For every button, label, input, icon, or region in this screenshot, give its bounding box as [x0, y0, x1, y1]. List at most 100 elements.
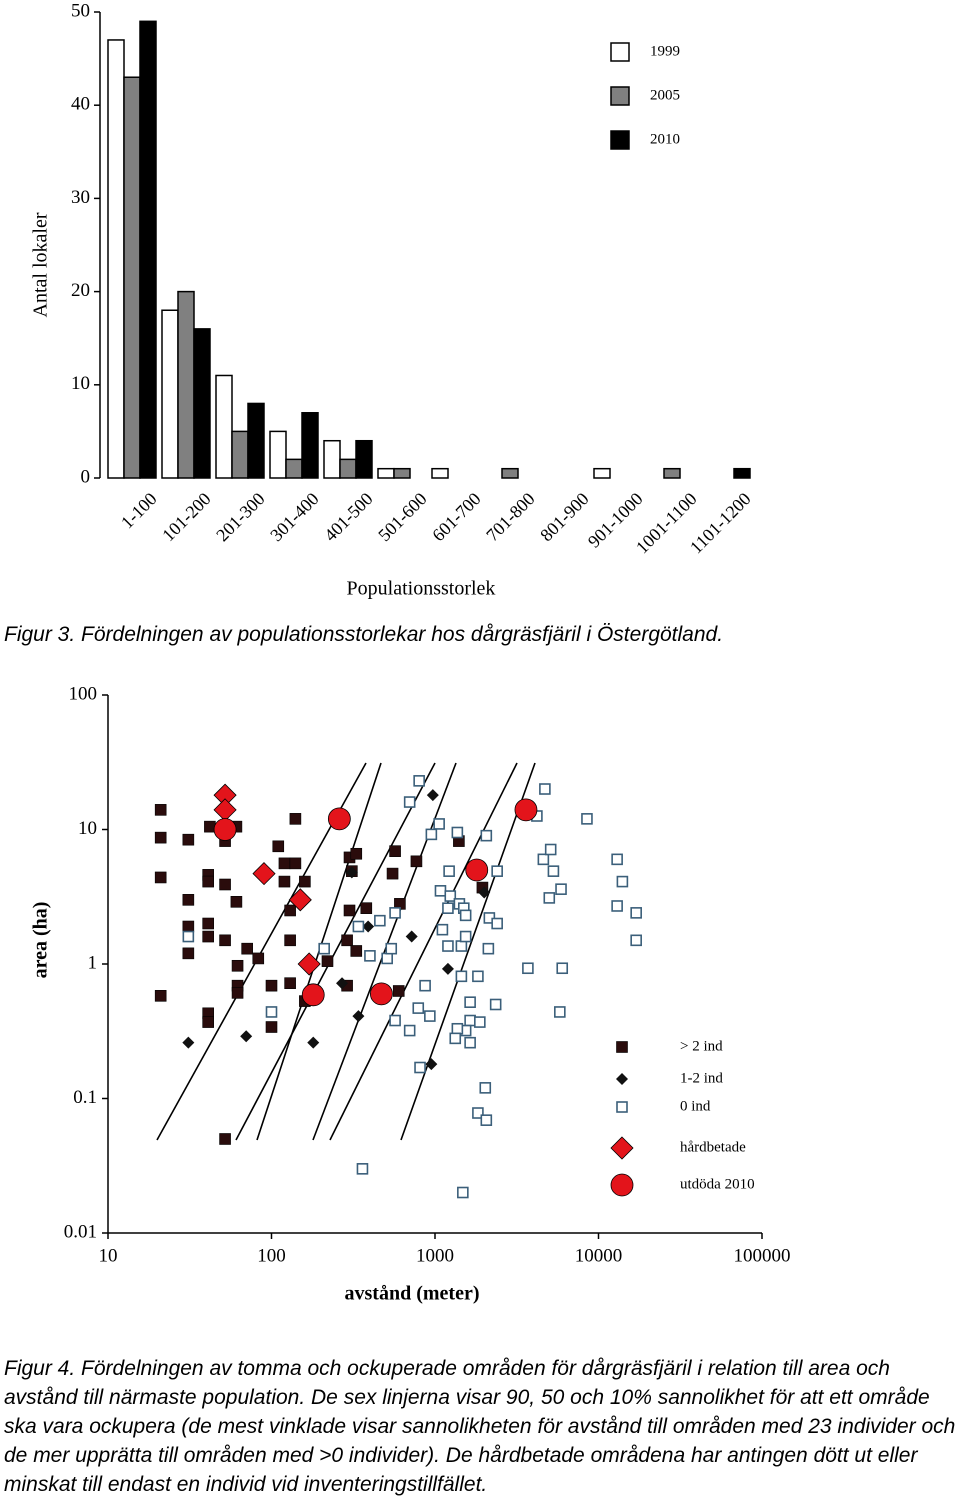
point	[455, 940, 468, 952]
point	[385, 942, 398, 955]
point	[410, 855, 423, 868]
x-tick-label: 301-400	[266, 489, 323, 546]
point	[491, 917, 503, 930]
point	[544, 843, 557, 856]
point	[182, 920, 195, 933]
bar	[177, 290, 195, 479]
y-tick-label: 50	[71, 0, 90, 21]
point	[374, 914, 386, 927]
point	[252, 862, 276, 886]
bar	[377, 467, 395, 479]
legend-label: 2010	[650, 131, 680, 147]
y-axis-title: area (ha)	[30, 902, 52, 979]
point	[284, 934, 296, 947]
point	[381, 952, 393, 965]
point	[231, 987, 244, 999]
point	[611, 853, 623, 866]
bar	[161, 309, 179, 479]
y-tick-label: 0.01	[64, 1221, 97, 1242]
point	[464, 1014, 476, 1027]
point	[449, 1032, 462, 1045]
bar	[231, 430, 249, 479]
x-tick-label: 1-100	[117, 489, 161, 533]
point	[297, 952, 321, 976]
point	[480, 829, 493, 842]
point	[299, 875, 311, 888]
point	[252, 952, 265, 965]
point	[352, 920, 365, 933]
probability-line	[400, 762, 536, 1141]
point	[405, 930, 418, 943]
y-axis-title: Antal lokaler	[30, 212, 52, 317]
point	[318, 942, 330, 955]
bar	[355, 439, 373, 479]
point	[219, 878, 231, 891]
point	[182, 1036, 195, 1049]
x-tick-label: 100	[257, 1245, 286, 1266]
bar	[663, 467, 681, 479]
point	[369, 982, 393, 1006]
point	[482, 942, 495, 955]
bar	[107, 39, 125, 479]
point	[539, 783, 551, 795]
point	[182, 894, 195, 906]
point	[213, 798, 237, 822]
point	[289, 813, 302, 825]
point	[479, 1082, 492, 1094]
point	[230, 896, 243, 908]
x-tick-label: 10000	[575, 1245, 623, 1266]
point	[616, 875, 629, 888]
legend-label: 2005	[650, 87, 680, 103]
legend-label: 1999	[650, 43, 680, 59]
point	[426, 789, 439, 802]
legend-swatch	[610, 130, 630, 150]
point	[278, 857, 291, 870]
point	[491, 865, 503, 877]
point	[360, 902, 373, 914]
point	[182, 930, 195, 943]
point	[459, 930, 472, 943]
point	[284, 904, 296, 917]
point	[154, 804, 167, 816]
point	[289, 857, 302, 870]
point	[451, 1022, 464, 1035]
bar	[123, 76, 141, 479]
legend-swatch	[610, 42, 630, 62]
point	[356, 1163, 369, 1175]
point	[611, 900, 623, 912]
point	[581, 813, 593, 825]
point	[288, 888, 312, 912]
point	[389, 1014, 401, 1027]
point	[265, 1021, 278, 1033]
point	[455, 970, 468, 983]
point	[231, 959, 244, 972]
point	[364, 950, 376, 962]
y-tick-label: 30	[71, 187, 90, 208]
point	[213, 818, 237, 841]
point	[547, 865, 560, 877]
point	[389, 845, 401, 857]
point	[219, 934, 231, 947]
x-tick-label: 701-800	[482, 489, 539, 546]
bar	[193, 328, 211, 479]
point	[350, 847, 363, 860]
point	[352, 1010, 365, 1023]
point	[202, 1016, 214, 1028]
point	[480, 1114, 493, 1126]
legend-marker	[616, 1073, 628, 1085]
point	[202, 875, 214, 888]
point	[413, 775, 425, 787]
y-tick-label: 0.1	[73, 1087, 97, 1108]
point	[272, 840, 285, 853]
point	[350, 945, 363, 957]
point	[419, 979, 431, 992]
point	[451, 826, 464, 839]
point	[412, 1002, 425, 1014]
legend-marker	[616, 1041, 628, 1053]
point	[403, 1024, 416, 1037]
x-tick-label: 10	[99, 1245, 118, 1266]
legend-label: > 2 ind	[680, 1038, 723, 1054]
point	[278, 875, 291, 888]
legend-marker	[610, 1136, 634, 1160]
